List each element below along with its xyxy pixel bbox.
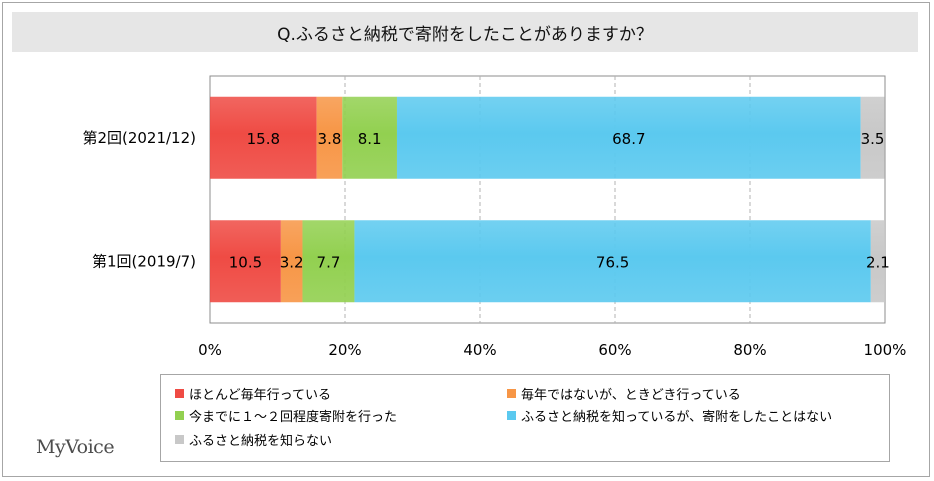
data-label: 7.7 bbox=[317, 253, 341, 271]
legend-swatch bbox=[507, 389, 516, 398]
legend-swatch bbox=[175, 389, 184, 398]
legend-label: ふるさと納税を知っているが、寄附をしたことはない bbox=[521, 410, 833, 425]
legend: ほとんど毎年行っている 毎年ではないが、ときどき行っている今までに１～２回程度寄附… bbox=[160, 374, 890, 462]
category-labels: 第2回(2021/12) 第1回(2019/7) bbox=[82, 129, 196, 271]
data-label: 10.5 bbox=[229, 253, 262, 271]
category-label: 第1回(2019/7) bbox=[92, 252, 196, 270]
legend-swatch bbox=[507, 411, 516, 420]
chart-title: Q.ふるさと納税で寄附をしたことがありますか？ bbox=[12, 12, 918, 52]
legend-item: 今までに１～２回程度寄附を行った bbox=[175, 406, 397, 425]
legend-item: ほとんど毎年行っている bbox=[175, 384, 331, 403]
bar-segment bbox=[396, 96, 861, 179]
data-label: 68.7 bbox=[612, 130, 645, 148]
category-label: 第2回(2021/12) bbox=[82, 129, 196, 147]
legend-item: 毎年ではないが、ときどき行っている bbox=[507, 384, 741, 403]
x-tick-label: 60% bbox=[598, 341, 631, 359]
legend-label: ふるさと納税を知らない bbox=[189, 434, 333, 449]
bar-segment bbox=[210, 220, 281, 303]
bar-segment bbox=[870, 220, 885, 303]
bar-segment bbox=[860, 96, 885, 179]
legend-label: 毎年ではないが、ときどき行っている bbox=[521, 388, 741, 403]
x-tick-label: 100% bbox=[864, 341, 907, 359]
data-label: 3.5 bbox=[861, 130, 885, 148]
bar-segment bbox=[316, 96, 343, 179]
x-axis-ticks: 0% 20% 40% 60% 80% 100% bbox=[198, 341, 906, 359]
x-tick-label: 80% bbox=[733, 341, 766, 359]
data-labels: 15.8 3.8 8.1 68.7 3.5 10.5 3.2 7.7 76.5 2.1 bbox=[229, 130, 890, 272]
legend-item: ふるさと納税を知っているが、寄附をしたことはない bbox=[507, 406, 832, 425]
bar-segment bbox=[302, 220, 355, 303]
bars bbox=[210, 96, 885, 303]
data-label: 2.1 bbox=[866, 253, 890, 271]
data-label: 8.1 bbox=[358, 130, 382, 148]
data-label: 3.2 bbox=[280, 253, 304, 271]
bar-segment bbox=[354, 220, 871, 303]
legend-label: 今までに１～２回程度寄附を行った bbox=[189, 410, 398, 425]
legend-label: ほとんど毎年行っている bbox=[189, 388, 331, 403]
legend-item: ふるさと納税を知らない bbox=[175, 430, 332, 449]
x-tick-label: 20% bbox=[328, 341, 361, 359]
legend-swatch bbox=[175, 411, 184, 420]
myvoice-logo: MyVoice bbox=[36, 436, 115, 458]
data-label: 76.5 bbox=[596, 253, 629, 271]
legend-swatch bbox=[175, 435, 184, 444]
data-label: 15.8 bbox=[247, 130, 280, 148]
bar-segment bbox=[280, 220, 303, 303]
data-label: 3.8 bbox=[318, 130, 342, 148]
x-tick-label: 40% bbox=[463, 341, 496, 359]
bar-segment bbox=[342, 96, 397, 179]
bar-segment bbox=[210, 96, 317, 179]
x-tick-label: 0% bbox=[198, 341, 222, 359]
